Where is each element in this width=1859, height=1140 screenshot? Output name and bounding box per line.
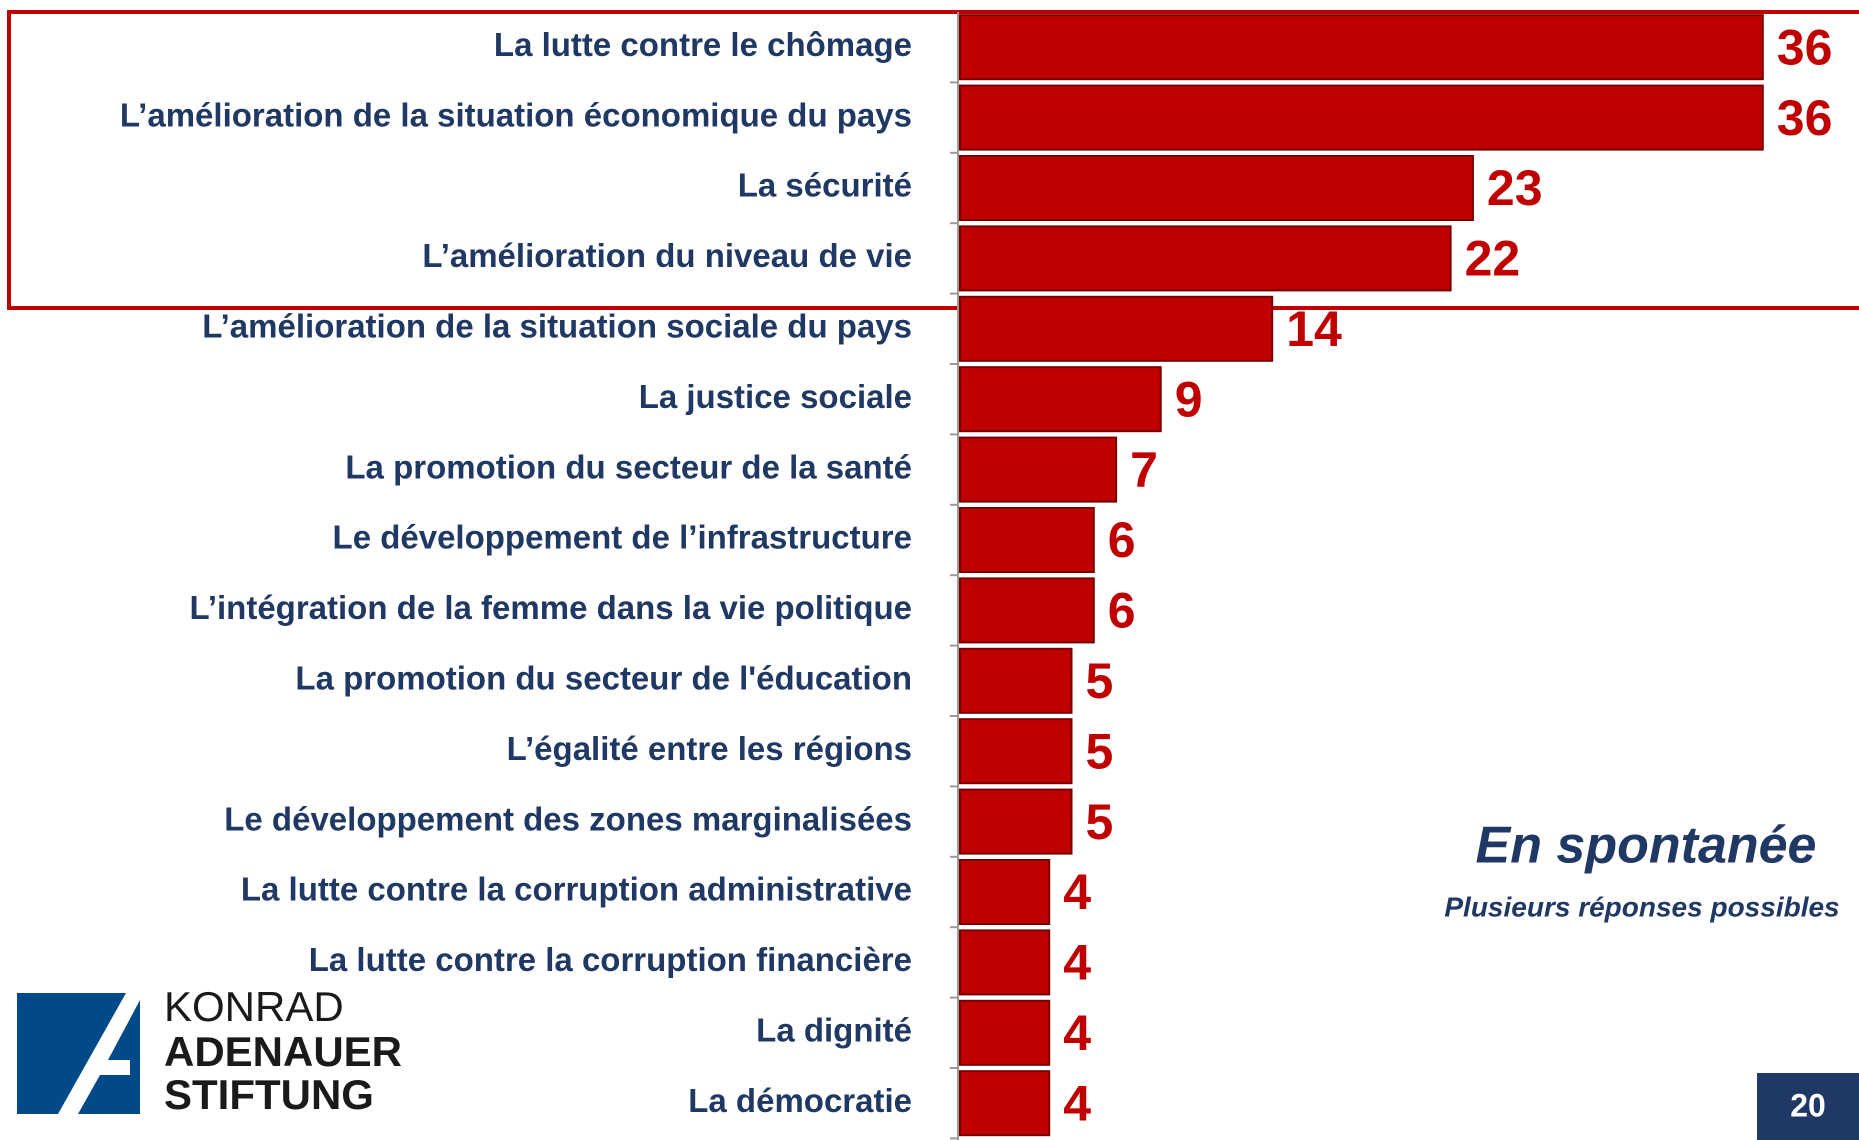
highlight-box	[7, 10, 1859, 310]
value-label: 6	[1108, 512, 1136, 568]
value-label: 6	[1108, 583, 1136, 639]
page-number: 20	[1790, 1087, 1826, 1123]
value-label: 5	[1086, 723, 1114, 779]
category-label: La promotion du secteur de l'éducation	[295, 660, 912, 697]
category-label: L’amélioration de la situation économiqu…	[120, 96, 912, 133]
category-label: L’amélioration de la situation sociale d…	[202, 308, 912, 345]
value-label: 4	[1063, 1075, 1091, 1131]
category-label: La dignité	[756, 1012, 912, 1049]
category-label: L’amélioration du niveau de vie	[422, 237, 912, 274]
page-number-box	[1757, 1073, 1859, 1140]
value-label: 23	[1487, 160, 1543, 216]
category-label: Le développement des zones marginalisées	[224, 800, 912, 837]
value-label: 22	[1465, 231, 1521, 287]
category-label: La lutte contre la corruption financière	[309, 941, 912, 978]
bar	[959, 84, 1764, 151]
annotation: En spontanée	[1476, 817, 1817, 875]
value-label: 36	[1777, 19, 1833, 75]
logo-text: ADENAUER	[164, 1028, 402, 1075]
bar	[959, 507, 1095, 573]
bar	[959, 929, 1051, 996]
bar	[959, 14, 1764, 81]
value-label: 14	[1286, 301, 1342, 357]
logo-shape	[78, 1000, 140, 1114]
bar	[959, 999, 1051, 1066]
value-label: 7	[1130, 442, 1158, 498]
value-label: 36	[1777, 90, 1833, 146]
logo-text: KONRAD	[164, 983, 344, 1030]
category-label: Le développement de l’infrastructure	[333, 519, 912, 556]
category-label: La lutte contre la corruption administra…	[241, 871, 912, 908]
logo-shape	[17, 993, 126, 1114]
bar	[959, 788, 1073, 855]
value-label: 4	[1063, 1005, 1091, 1061]
logo: KONRAD ADENAUER STIFTUNG	[17, 983, 402, 1118]
bar	[959, 1070, 1051, 1137]
value-label: 9	[1175, 371, 1203, 427]
value-label: 4	[1063, 864, 1091, 920]
bar	[959, 366, 1162, 433]
bar	[959, 718, 1073, 785]
logo-text: STIFTUNG	[164, 1071, 374, 1118]
annotation: Plusieurs réponses possibles	[1444, 891, 1839, 922]
value-label: 5	[1086, 794, 1114, 850]
bar	[959, 155, 1474, 221]
bar	[959, 647, 1073, 714]
category-label: L’intégration de la femme dans la vie po…	[190, 589, 913, 626]
category-label: La démocratie	[688, 1082, 912, 1119]
bar	[959, 859, 1051, 925]
category-label: La lutte contre le chômage	[494, 26, 912, 63]
bar	[959, 577, 1095, 644]
bar	[959, 436, 1118, 503]
category-label: La justice sociale	[639, 378, 912, 415]
value-label: 5	[1086, 653, 1114, 709]
value-label: 4	[1063, 935, 1091, 991]
category-label: La sécurité	[738, 167, 912, 204]
bar	[959, 295, 1274, 362]
category-label: L’égalité entre les régions	[507, 730, 912, 767]
bar	[959, 225, 1452, 292]
category-label: La promotion du secteur de la santé	[345, 448, 912, 485]
